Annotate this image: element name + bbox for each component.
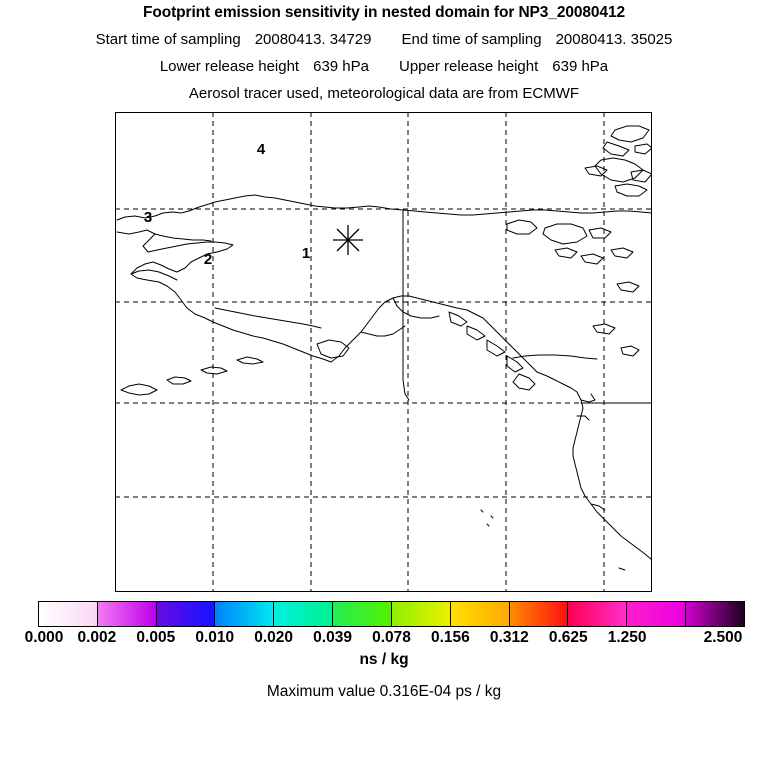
plot-title: Footprint emission sensitivity in nested… <box>143 4 625 21</box>
coastline-alaska-peninsula <box>204 317 332 363</box>
spacer <box>369 58 399 75</box>
colorbar-tick-label: 0.039 <box>313 629 352 646</box>
map-panel[interactable]: 4 3 2 1 <box>115 112 652 592</box>
spacer <box>542 31 556 48</box>
asterisk-release-marker <box>333 225 363 255</box>
upper-release-height-value: 639 hPa <box>552 58 609 75</box>
release-height-row: Lower release height 639 hPa Upper relea… <box>0 58 768 75</box>
colorbar-band <box>333 602 392 626</box>
map-label-4: 4 <box>257 141 266 158</box>
colorbar-section: 0.000 0.002 0.005 0.010 0.020 0.039 0.078 0.156… <box>0 598 768 658</box>
coastline-banks-victoria <box>506 219 640 293</box>
upper-release-height-label: Upper release height <box>399 58 539 75</box>
coastline-bristol-bay <box>214 307 322 329</box>
colorbar-band <box>509 602 569 626</box>
maximum-value-label: Maximum value 0.316E-04 ps / kg <box>266 683 502 700</box>
border-alaska-yukon-meridian <box>402 209 410 401</box>
coastline-vancouver-island <box>512 373 536 391</box>
lower-release-height-label: Lower release height <box>159 58 300 75</box>
colorbar-tick-label: 0.002 <box>77 629 117 646</box>
coastline-layer <box>116 125 652 571</box>
map-gridlines <box>115 112 652 592</box>
colorbar-tick-label: 2.500 <box>703 629 743 646</box>
colorbar-tick-label: 0.010 <box>195 629 235 646</box>
lake-athabasca <box>620 345 640 357</box>
colorbar-tick-label: 0.000 <box>24 629 64 646</box>
colorbar-tick-label: 0.625 <box>548 629 588 646</box>
coastline-us-west-coast <box>572 391 652 561</box>
colorbar-tick-label: 1.250 <box>607 629 647 646</box>
border-alaska-yukon-coastal <box>512 354 598 360</box>
map-label-2: 2 <box>204 251 212 268</box>
colorbar-band <box>391 602 451 626</box>
spacer <box>299 58 313 75</box>
colorbar-band <box>450 602 510 626</box>
colorbar-tick-label: 0.020 <box>254 629 294 646</box>
coastline-inside-passage-islands <box>448 311 524 373</box>
colorbar-band <box>97 602 157 626</box>
lake-great-slave <box>592 323 616 335</box>
lower-release-height-value: 639 hPa <box>313 58 369 75</box>
coastline-kuskokwim <box>130 269 178 281</box>
colorbar-band <box>568 602 628 626</box>
map-frame <box>115 112 652 592</box>
coastline-puget-sound <box>580 393 596 403</box>
tracer-meteorology-line: Aerosol tracer used, meteorological data… <box>188 85 580 102</box>
sampling-time-row: Start time of sampling 20080413. 34729 E… <box>0 31 768 48</box>
colorbar-tick-label: 0.156 <box>431 629 470 646</box>
spacer <box>538 58 552 75</box>
coastline-arctic-archipelago <box>584 125 652 197</box>
coastline-se-alaska <box>456 307 538 373</box>
coastline-kodiak <box>316 339 350 359</box>
coastline-columbia-mouth <box>576 415 590 421</box>
start-time-value: 20080413. 34729 <box>254 31 372 48</box>
spacer <box>371 31 401 48</box>
spacer <box>241 31 255 48</box>
colorbar[interactable] <box>38 601 745 627</box>
inland-detail-marks <box>480 509 626 571</box>
map-label-3: 3 <box>144 209 152 226</box>
coastline-prince-william <box>392 297 440 319</box>
map-label-1: 1 <box>302 245 310 262</box>
colorbar-band <box>274 602 334 626</box>
coastline-cook-inlet <box>360 325 406 337</box>
colorbar-band <box>686 602 744 626</box>
end-time-value: 20080413. 35025 <box>555 31 673 48</box>
coastline-bc-mainland <box>536 371 578 393</box>
colorbar-band <box>627 602 687 626</box>
coastline-norton-sound <box>154 233 212 242</box>
colorbar-tick-labels: 0.000 0.002 0.005 0.010 0.020 0.039 0.078 0.156… <box>0 629 768 651</box>
coastline-aleutians <box>120 356 264 396</box>
coastline-arctic-north <box>116 194 652 221</box>
colorbar-unit-label: ns / kg <box>359 651 409 668</box>
start-time-label: Start time of sampling <box>95 31 241 48</box>
coastline-west-alaska <box>116 229 234 319</box>
colorbar-band <box>215 602 275 626</box>
colorbar-tick-label: 0.005 <box>136 629 176 646</box>
coastline-south-central <box>330 295 458 363</box>
end-time-label: End time of sampling <box>401 31 542 48</box>
coastline-san-francisco-bay <box>590 503 606 511</box>
colorbar-band <box>39 602 98 626</box>
map-canvas: 4 3 2 1 <box>115 112 652 592</box>
colorbar-tick-label: 0.078 <box>372 629 411 646</box>
colorbar-tick-label: 0.312 <box>489 629 529 646</box>
colorbar-band <box>156 602 216 626</box>
